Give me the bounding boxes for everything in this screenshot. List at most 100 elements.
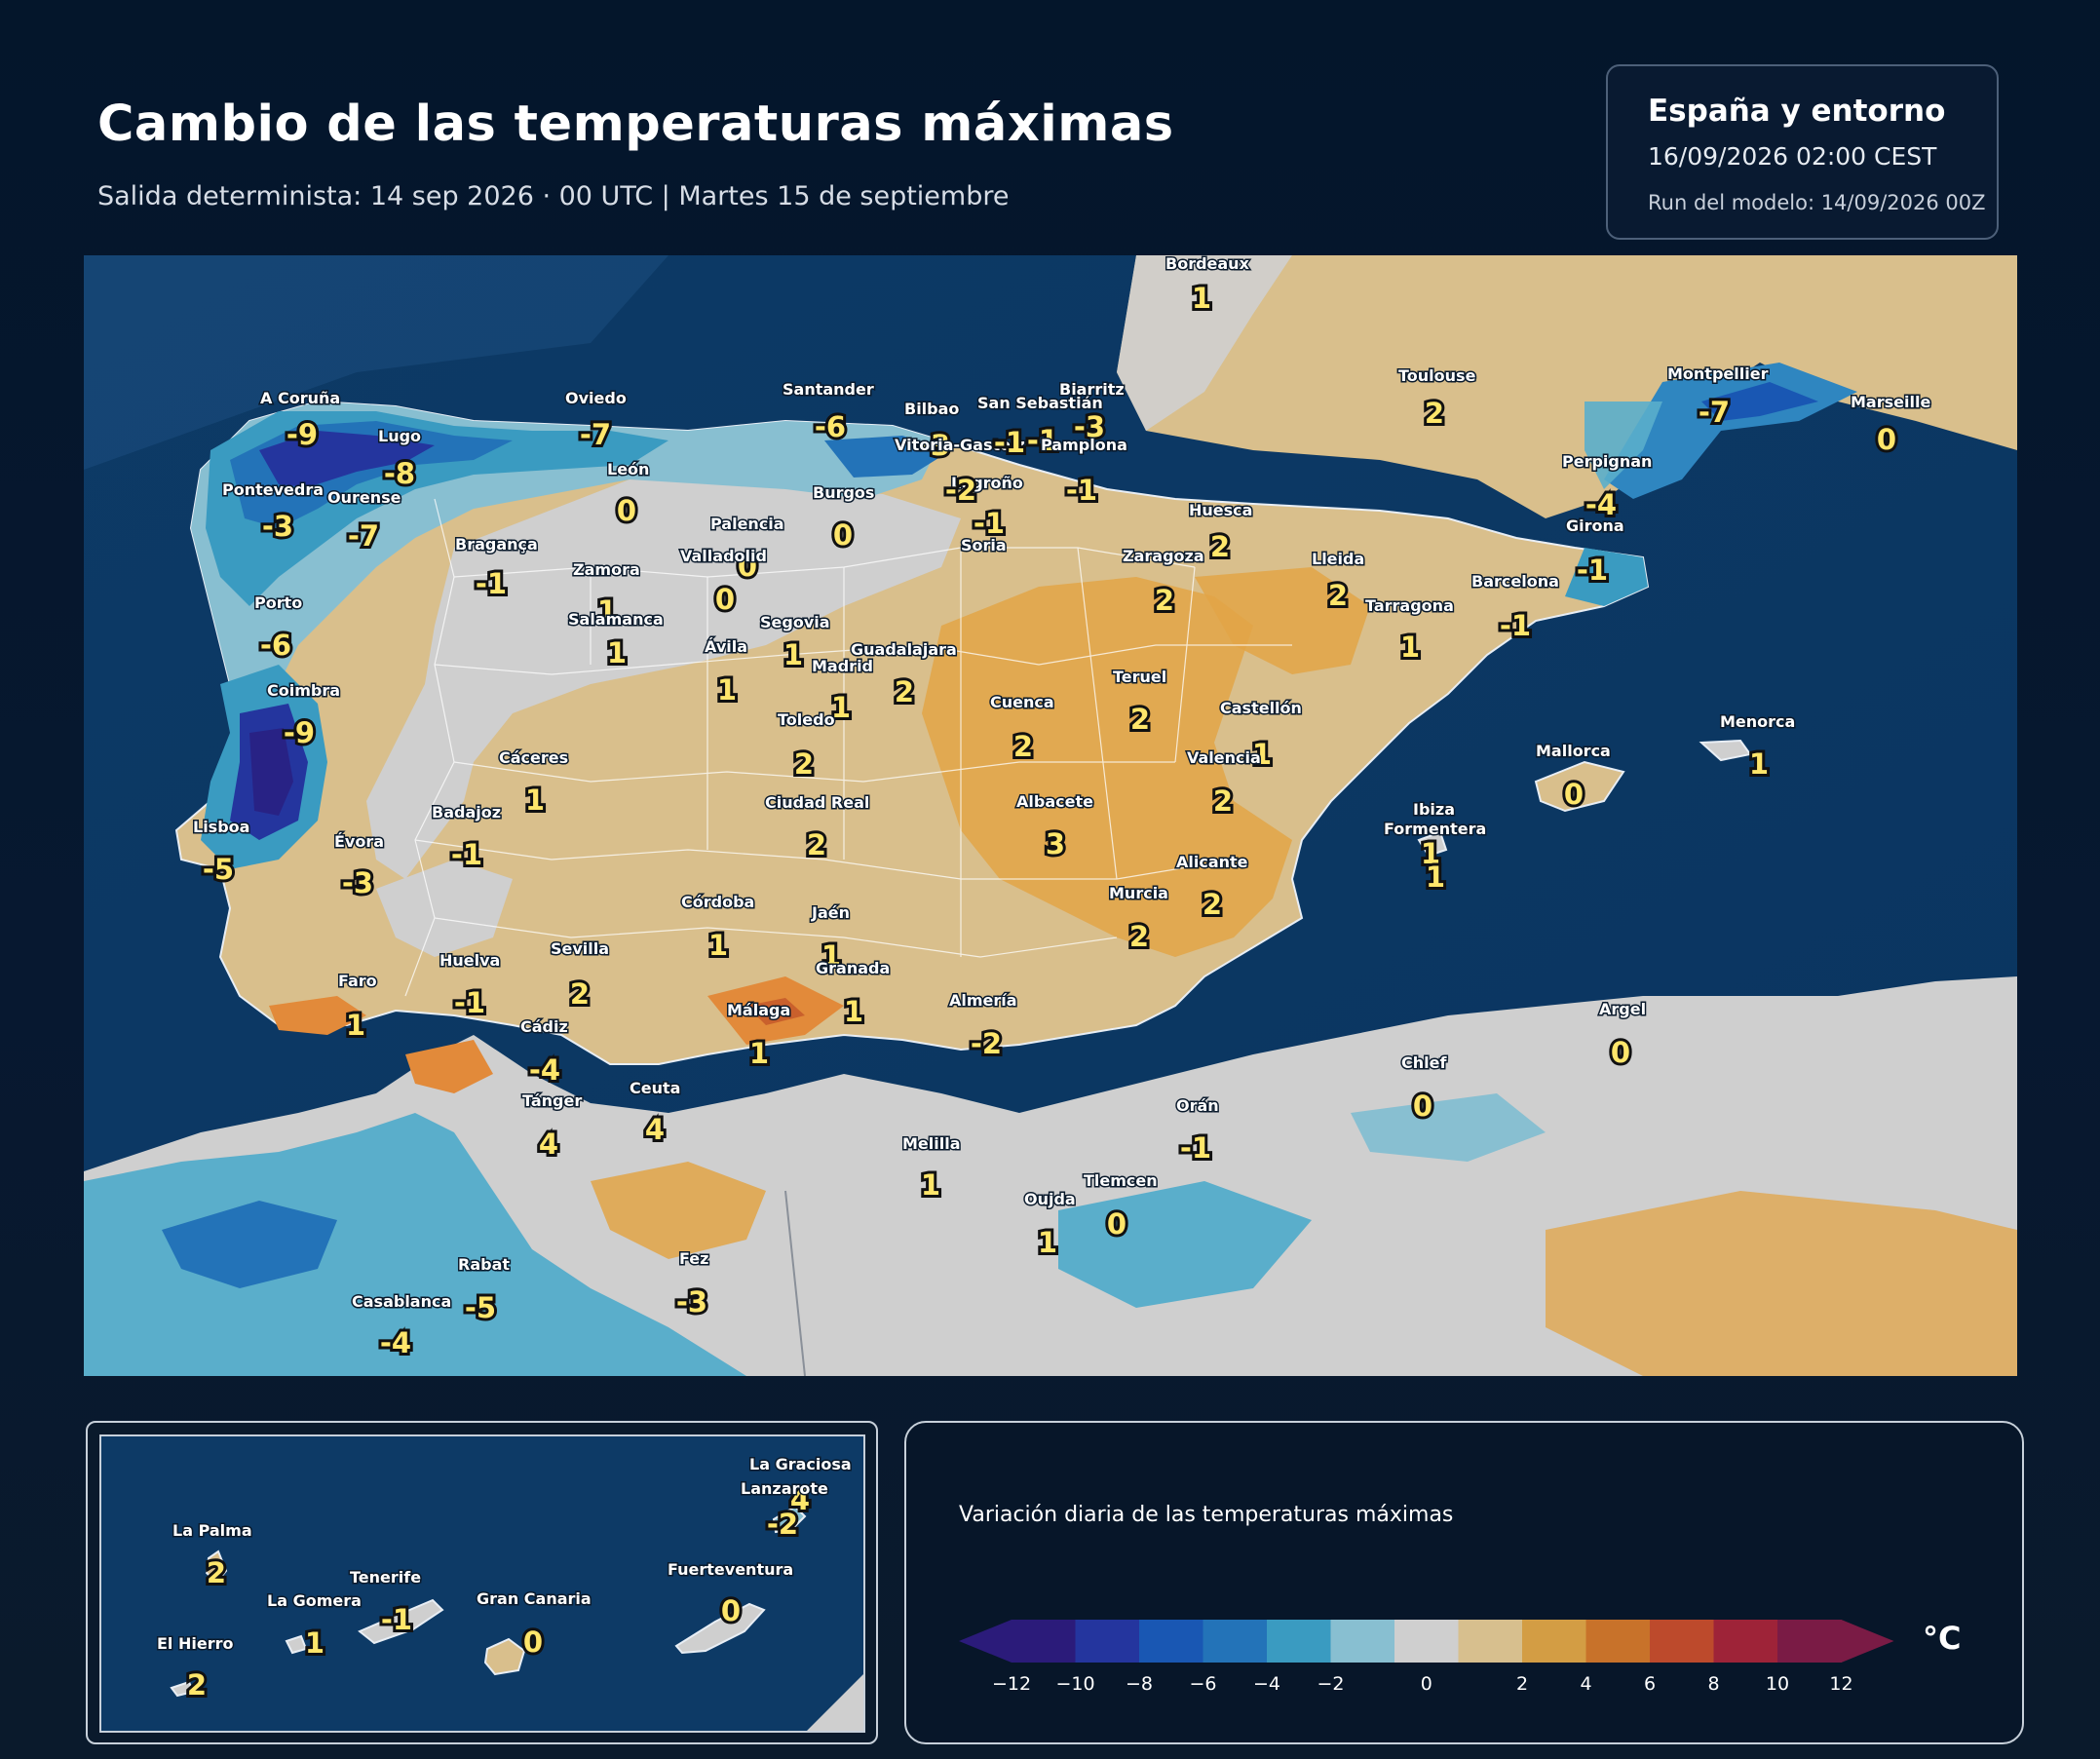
value-soria: -1 xyxy=(974,507,1005,540)
warm-faro xyxy=(269,996,366,1035)
city-label-oviedo: Oviedo xyxy=(565,389,627,407)
city-label-huelva: Huelva xyxy=(439,951,500,970)
canarias-map: La Graciosa 4 Lanzarote -2 La Palma 2 Fu… xyxy=(99,1434,865,1733)
value-el-hierro: 2 xyxy=(187,1668,207,1702)
value-ceuta: 4 xyxy=(645,1113,665,1146)
value-ciudad-real: 2 xyxy=(807,828,826,861)
value-porto: -6 xyxy=(260,629,291,662)
value-lugo: -8 xyxy=(384,457,415,490)
city-label-fez: Fez xyxy=(679,1249,708,1268)
colorbar-tick-label: −6 xyxy=(1189,1673,1216,1695)
model-run: Run del modelo: 14/09/2026 00Z xyxy=(1648,191,1986,214)
colorbar-tick-label: −2 xyxy=(1317,1673,1344,1695)
value-ourense: -7 xyxy=(348,519,379,553)
colorbar-arrow-min xyxy=(959,1620,1012,1663)
value-zamora: 1 xyxy=(597,594,617,628)
coldest-galicia xyxy=(259,431,435,487)
region-name: España y entorno xyxy=(1648,94,1946,129)
legend-title: Variación diaria de las temperaturas máx… xyxy=(959,1503,1454,1527)
city-label-salamanca: Salamanca xyxy=(568,610,664,629)
value-malaga: 1 xyxy=(749,1037,769,1070)
city-label-coimbra: Coimbra xyxy=(267,681,340,700)
value-bordeaux: 1 xyxy=(1192,282,1211,315)
warm-southeast xyxy=(922,577,1292,957)
city-label-marseille: Marseille xyxy=(1851,393,1930,411)
value-tarragona: 1 xyxy=(1400,631,1420,664)
colorbar-tick-label: 8 xyxy=(1707,1673,1719,1695)
colorbar-segment xyxy=(1075,1620,1140,1663)
city-label-zaragoza: Zaragoza xyxy=(1123,547,1204,565)
atlantic-shade xyxy=(84,255,668,470)
value-gran-canaria: 0 xyxy=(523,1625,543,1659)
city-label-la-gomera: La Gomera xyxy=(267,1591,362,1610)
value-melilla: 1 xyxy=(921,1168,940,1202)
main-map[interactable]: Bordeaux 1 A Coruña -9 Lugo -8 Oviedo -7… xyxy=(84,255,2017,1376)
city-label-almeria: Almería xyxy=(949,991,1017,1010)
colorbar-segment xyxy=(1012,1620,1076,1663)
city-label-tanger: Tánger xyxy=(522,1091,582,1110)
cold-girona xyxy=(1565,548,1648,606)
la-gomera-island xyxy=(285,1634,308,1655)
el-hierro-island xyxy=(170,1680,195,1698)
value-menorca: 1 xyxy=(1749,747,1769,781)
city-label-melilla: Melilla xyxy=(902,1134,961,1153)
city-label-huesca: Huesca xyxy=(1189,501,1252,519)
value-vitoria: -1 xyxy=(994,426,1025,459)
colorbar: −12 −10 −8 −6 −4 −2 0 2 4 6 8 10 12 xyxy=(959,1620,1894,1695)
province-borders xyxy=(404,498,1292,997)
city-label-ourense: Ourense xyxy=(327,488,401,507)
gulf-lion-core xyxy=(1701,382,1818,421)
colorbar-tick-label: 6 xyxy=(1644,1673,1656,1695)
cool-morocco xyxy=(84,1113,746,1376)
value-pontevedra: -3 xyxy=(262,510,293,543)
neutral-zone xyxy=(366,479,961,879)
colorbar-arrow-max xyxy=(1841,1620,1894,1663)
colorbar-segment xyxy=(1650,1620,1714,1663)
canarias-inset[interactable]: La Graciosa 4 Lanzarote -2 La Palma 2 Fu… xyxy=(86,1421,878,1744)
page-title: Cambio de las temperaturas máximas xyxy=(97,96,1174,153)
canarias-canvas: La Graciosa 4 Lanzarote -2 La Palma 2 Fu… xyxy=(101,1436,863,1731)
menorca-island xyxy=(1699,739,1752,762)
city-label-palencia: Palencia xyxy=(710,515,784,533)
city-label-mallorca: Mallorca xyxy=(1536,742,1611,760)
city-label-madrid: Madrid xyxy=(812,657,873,675)
value-la-palma: 2 xyxy=(207,1556,226,1589)
value-argel: 0 xyxy=(1611,1036,1630,1069)
legend-unit: °C xyxy=(1923,1620,1962,1657)
value-valencia: 2 xyxy=(1213,784,1233,818)
colorbar-segment xyxy=(1522,1620,1586,1663)
value-lisboa: -5 xyxy=(203,853,234,886)
city-label-san-sebastian: San Sebastián xyxy=(977,394,1103,412)
colorbar-segment xyxy=(1267,1620,1331,1663)
city-label-evora: Évora xyxy=(334,832,384,851)
city-label-lisboa: Lisboa xyxy=(193,818,249,836)
colorbar-segment xyxy=(1203,1620,1268,1663)
value-bilbao: -3 xyxy=(919,429,950,462)
city-label-vitoria: Vitoria-Gasteiz xyxy=(895,436,1025,454)
value-tlemcen: 0 xyxy=(1107,1207,1126,1241)
ibiza-island xyxy=(1417,830,1448,858)
value-perpignan: -4 xyxy=(1585,488,1617,521)
value-fuerteventura: 0 xyxy=(721,1594,741,1627)
value-burgos: 0 xyxy=(833,518,853,552)
colorbar-tick-label: 0 xyxy=(1421,1673,1432,1695)
city-label-tlemcen: Tlemcen xyxy=(1084,1171,1158,1190)
value-pamplona: -1 xyxy=(1066,474,1097,507)
value-badajoz: -1 xyxy=(451,838,482,871)
value-lanzarote: -2 xyxy=(767,1508,798,1541)
perpignan-cold xyxy=(1585,402,1662,489)
warm-oujda xyxy=(591,1162,766,1259)
city-label-cordoba: Córdoba xyxy=(681,893,754,911)
city-label-murcia: Murcia xyxy=(1109,884,1168,902)
value-oviedo: -7 xyxy=(580,418,611,451)
value-teruel: 2 xyxy=(1130,703,1150,736)
value-girona: -1 xyxy=(1577,554,1608,587)
value-palencia: 0 xyxy=(738,550,757,583)
gran-canaria-island xyxy=(483,1637,526,1676)
value-cordoba: 1 xyxy=(708,929,728,962)
fuerteventura-island xyxy=(674,1602,766,1655)
run-subtitle: Salida determinista: 14 sep 2026 · 00 UT… xyxy=(97,181,1010,211)
value-toulouse: 2 xyxy=(1425,397,1444,430)
value-granada: 1 xyxy=(844,995,863,1028)
border-morocco-algeria xyxy=(784,1190,806,1376)
